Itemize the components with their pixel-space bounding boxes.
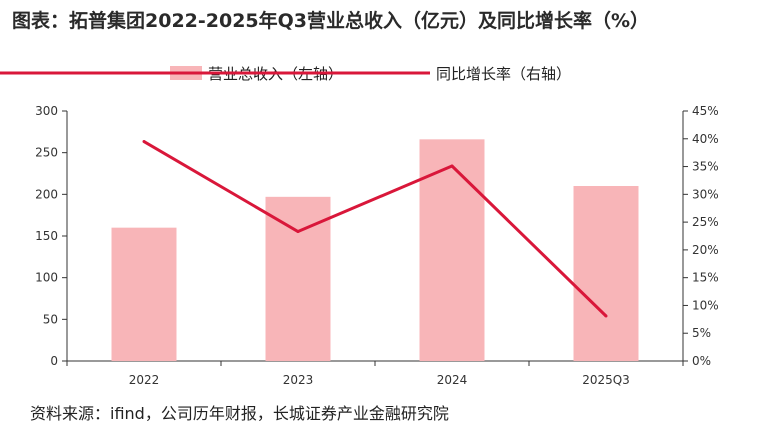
legend: 营业总收入（左轴） 同比增长率（右轴） — [0, 65, 571, 83]
revenue-bar — [265, 196, 331, 361]
right-tick-label: 25% — [692, 215, 719, 229]
growth-rate-point — [604, 314, 608, 318]
revenue-bar — [573, 186, 639, 361]
left-tick-label: 150 — [35, 229, 58, 243]
legend-line-label: 同比增长率（右轴） — [436, 65, 571, 83]
right-tick-label: 20% — [692, 243, 719, 257]
growth-rate-line — [143, 140, 608, 318]
left-tick-label: 0 — [50, 354, 58, 368]
right-tick-label: 15% — [692, 271, 719, 285]
right-tick-label: 5% — [692, 326, 711, 340]
x-tick-label: 2024 — [437, 373, 468, 387]
right-tick-label: 45% — [692, 104, 719, 118]
right-tick-label: 35% — [692, 160, 719, 174]
source-note: 资料来源：ifind，公司历年财报，长城证券产业金融研究院 — [30, 404, 449, 423]
left-tick-label: 50 — [43, 312, 58, 326]
right-tick-label: 30% — [692, 187, 719, 201]
growth-rate-point — [450, 164, 454, 168]
line-series — [142, 140, 608, 318]
left-tick-label: 200 — [35, 187, 58, 201]
revenue-bar — [419, 139, 485, 361]
growth-rate-point — [142, 140, 146, 144]
growth-rate-point — [296, 230, 300, 234]
right-tick-label: 40% — [692, 132, 719, 146]
x-tick-label: 2025Q3 — [582, 373, 630, 387]
chart-title: 图表：拓普集团2022-2025年Q3营业总收入（亿元）及同比增长率（%） — [12, 10, 650, 32]
revenue-bar — [111, 227, 177, 361]
axes: 0 50 100 150 200 250 300 0% 5% 10% 15% 20% 25% 30% 35%… — [35, 104, 719, 387]
left-tick-label: 100 — [35, 271, 58, 285]
bar-series — [111, 139, 639, 361]
right-tick-label: 10% — [692, 298, 719, 312]
left-tick-label: 250 — [35, 146, 58, 160]
x-tick-label: 2022 — [129, 373, 160, 387]
left-tick-label: 300 — [35, 104, 58, 118]
right-tick-label: 0% — [692, 354, 711, 368]
combo-chart: 营业总收入（左轴） 同比增长率（右轴） 0 50 100 150 200 250 300 0%… — [0, 65, 719, 387]
x-tick-label: 2023 — [283, 373, 314, 387]
